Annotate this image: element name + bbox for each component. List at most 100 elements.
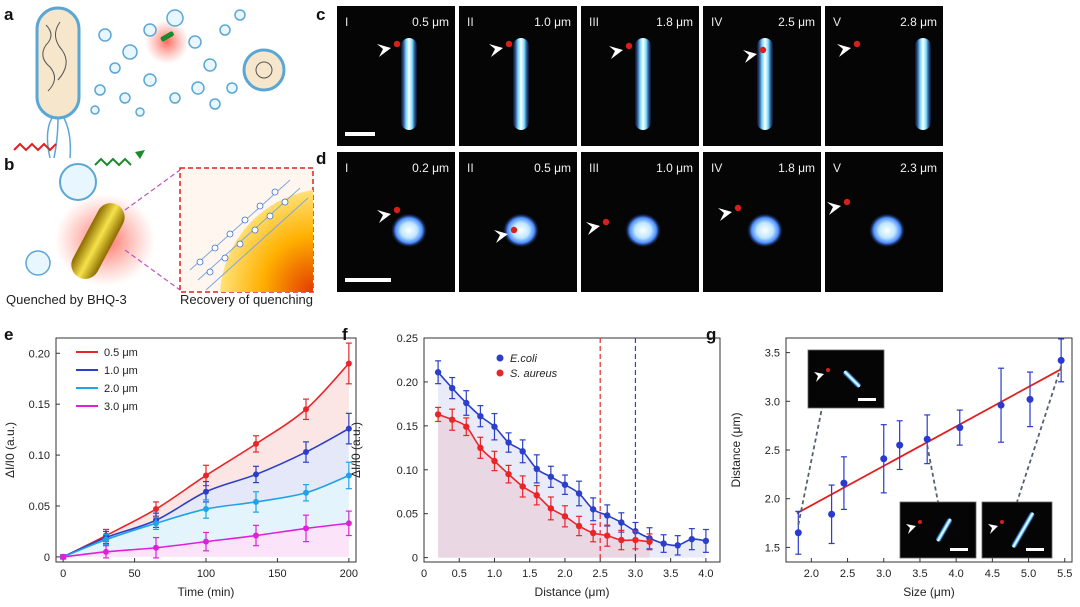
- data-point: [253, 440, 259, 447]
- y-tick-label: 0: [412, 553, 418, 565]
- data-point: [561, 481, 569, 488]
- data-point: [575, 490, 583, 497]
- y-tick-label: 0.20: [29, 348, 50, 360]
- data-point: [434, 411, 442, 418]
- x-tick-label: 3.0: [876, 568, 891, 580]
- legend-label: E.coli: [510, 353, 537, 365]
- arrowhead-icon: [377, 44, 391, 57]
- micrograph-numeral: I: [345, 161, 348, 175]
- legend-label: 2.0 μm: [104, 383, 138, 395]
- data-point: [253, 532, 259, 539]
- micrograph-numeral: III: [589, 161, 599, 175]
- micrograph-size-label: 2.8 μm: [900, 15, 937, 29]
- data-point: [505, 470, 512, 478]
- micrograph-numeral: IV: [711, 161, 722, 175]
- arrowhead-icon: [837, 44, 851, 57]
- y-axis-label: Distance (μm): [729, 413, 743, 488]
- data-point: [303, 406, 309, 413]
- data-point: [660, 540, 667, 547]
- x-tick-label: 3.0: [628, 568, 643, 580]
- data-point: [840, 479, 848, 487]
- arrowhead-icon: [377, 210, 391, 223]
- data-point: [794, 529, 802, 537]
- x-tick-label: 2.5: [593, 568, 608, 580]
- x-axis-label: Size (μm): [903, 585, 955, 599]
- series-fill: [63, 523, 349, 557]
- red-particle: [759, 46, 767, 54]
- panel-label-f: f: [342, 325, 348, 344]
- scale-bar: [950, 548, 968, 551]
- data-point: [491, 423, 498, 430]
- data-point: [153, 544, 159, 551]
- red-particle: [602, 218, 610, 226]
- series-fill: [438, 372, 706, 558]
- red-particle: [826, 368, 830, 372]
- data-point: [303, 449, 309, 456]
- data-point: [448, 416, 456, 423]
- micrograph-size-label: 2.5 μm: [778, 15, 815, 29]
- cell-fluorescence: [635, 38, 651, 130]
- arrowhead-icon: [494, 230, 508, 243]
- data-point: [491, 457, 498, 465]
- schematic-b: Quenched by BHQ-3 Recovery of quenching: [6, 142, 314, 307]
- data-point: [646, 538, 653, 545]
- legend-swatch: [496, 354, 504, 362]
- chart-e: 0 50 100 150 200 0 0.05 0.10 0.15 0.20 Time (min) Δ…: [3, 337, 358, 599]
- y-axis-label: ΔI/I0 (a.u.): [3, 422, 17, 478]
- x-axis-label: Distance (μm): [535, 585, 610, 599]
- micrograph-size-label: 1.8 μm: [778, 161, 815, 175]
- data-point: [547, 473, 555, 480]
- data-point: [1026, 395, 1034, 403]
- data-point: [688, 535, 696, 543]
- micrograph-numeral: IV: [711, 15, 722, 29]
- data-point: [533, 492, 540, 499]
- data-point: [880, 455, 888, 463]
- data-point: [477, 412, 484, 420]
- inset-cell: [936, 518, 952, 542]
- x-tick-label: 3.5: [663, 568, 678, 580]
- micrograph-numeral: II: [467, 15, 474, 29]
- x-axis-label: Time (min): [178, 585, 235, 599]
- data-point: [477, 444, 484, 452]
- cell-fluorescence: [915, 38, 931, 130]
- legend-label: 3.0 μm: [104, 401, 138, 413]
- red-particle: [1000, 520, 1004, 524]
- inset-link-arrow: [926, 445, 939, 503]
- cell-fluorescence: [869, 213, 905, 248]
- red-particle: [853, 40, 861, 48]
- x-tick-label: 2.0: [557, 568, 572, 580]
- scale-bar: [858, 398, 876, 401]
- micrograph-size-label: 0.5 μm: [412, 15, 449, 29]
- cell-fluorescence: [747, 213, 783, 248]
- y-tick-label: 0.15: [397, 421, 418, 433]
- micrograph-numeral: V: [833, 161, 841, 175]
- data-point: [345, 425, 352, 432]
- micrograph-size-label: 0.2 μm: [412, 161, 449, 175]
- x-tick-label: 5.5: [1057, 568, 1072, 580]
- arrowhead-icon: [814, 372, 824, 382]
- data-point: [604, 532, 611, 539]
- y-tick-label: 0.15: [29, 399, 50, 411]
- series-line: [437, 413, 650, 543]
- data-point: [103, 536, 109, 543]
- micrograph-size-label: 1.8 μm: [656, 15, 693, 29]
- micrograph-numeral: V: [833, 15, 841, 29]
- data-point: [345, 360, 352, 367]
- scale-bar: [345, 132, 375, 136]
- y-tick-label: 2.0: [765, 494, 780, 506]
- scale-bar: [345, 278, 391, 282]
- x-tick-label: 100: [197, 568, 215, 580]
- micrograph-numeral: III: [589, 15, 599, 29]
- y-tick-label: 3.0: [765, 396, 780, 408]
- data-point: [896, 441, 904, 449]
- cell-fluorescence: [401, 38, 417, 130]
- arrowhead-icon: [827, 202, 841, 215]
- data-point: [519, 448, 526, 455]
- data-point: [618, 536, 625, 544]
- arrowhead-icon: [586, 222, 600, 235]
- chart-f: 0 0.5 1.0 1.5 2.0 2.5 3.0 3.5 4.0 0 0.05 0.10 0.15 0.…: [349, 333, 721, 599]
- data-point: [303, 525, 309, 532]
- data-point: [533, 465, 540, 473]
- data-point: [345, 472, 352, 479]
